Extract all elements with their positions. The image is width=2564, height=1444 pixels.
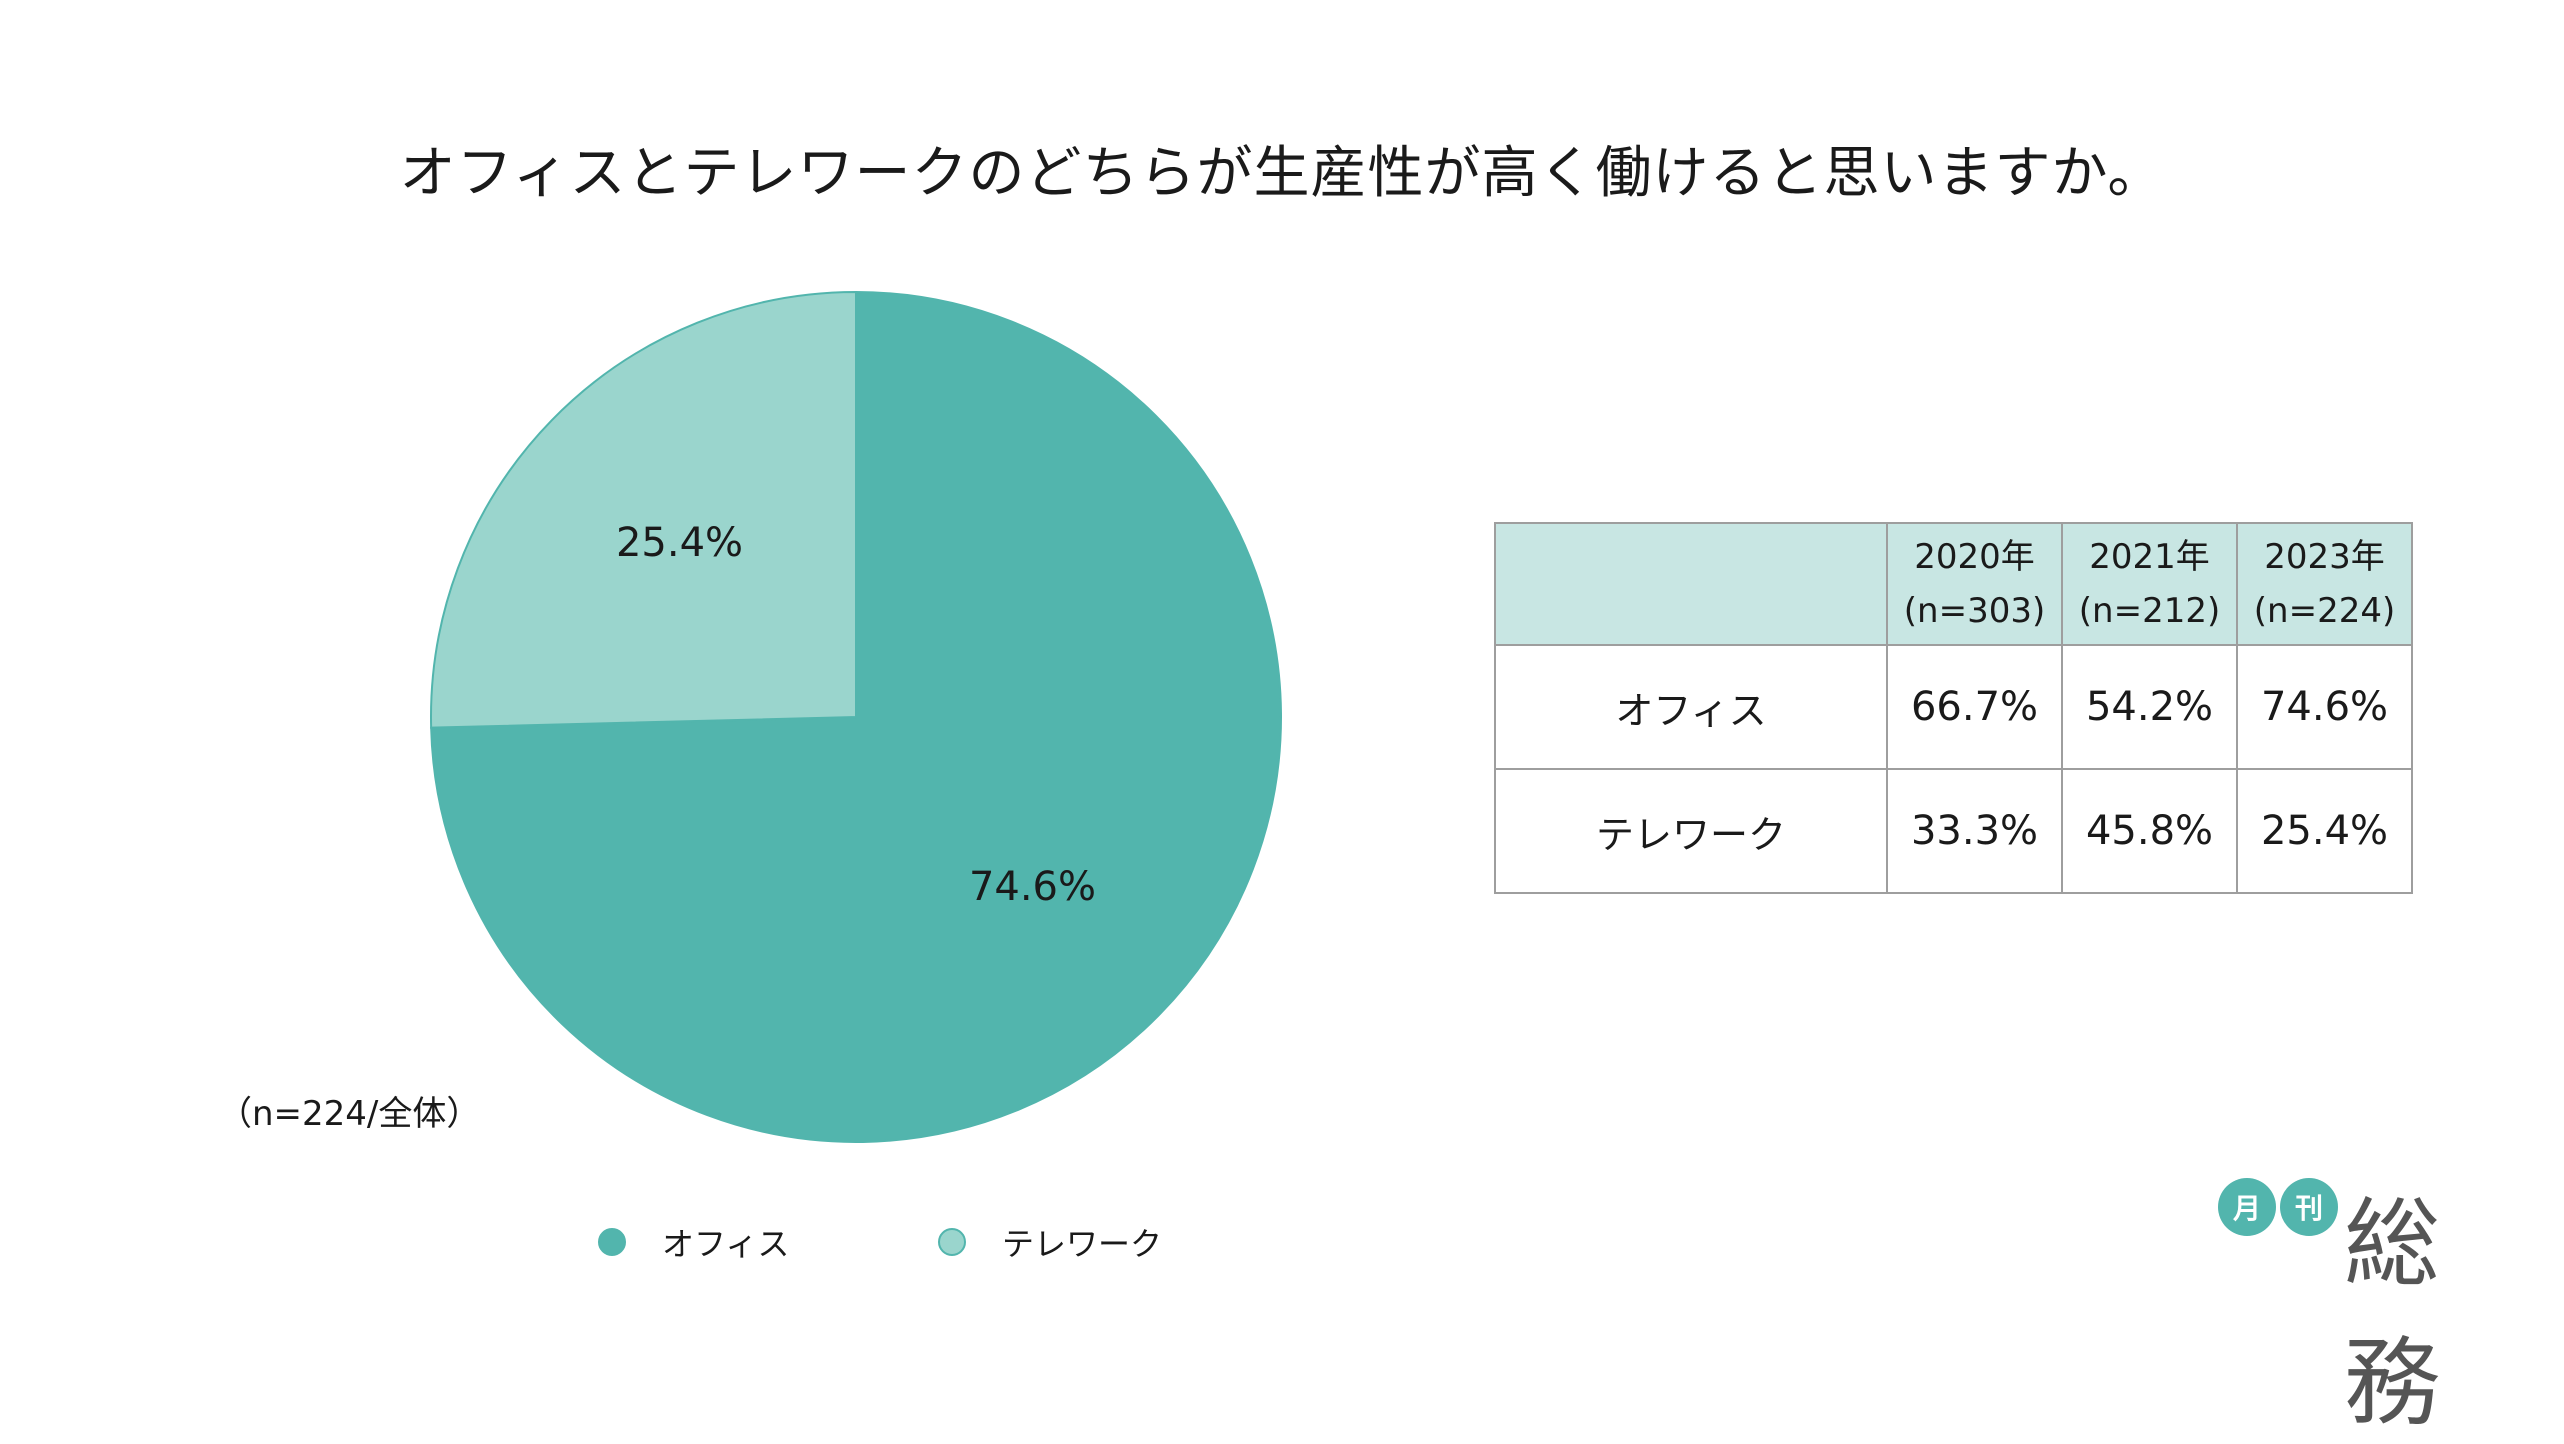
header-year: 2023年 <box>2264 537 2385 577</box>
legend-label-office: オフィス <box>662 1225 790 1263</box>
logo-text-soumu: 総務 <box>2344 1188 2442 1439</box>
header-n: (n=212) <box>2078 591 2221 631</box>
sample-size-note: （n=224/全体） <box>218 1094 481 1134</box>
table-row-office: オフィス 66.7% 54.2% 74.6% <box>1494 644 2413 770</box>
row-label-telework: テレワーク <box>1494 768 1888 894</box>
logo-badge-kan: 刊 <box>2280 1178 2338 1236</box>
chart-title: オフィスとテレワークのどちらが生産性が高く働けると思いますか。 <box>399 141 2165 206</box>
gekkan-soumu-logo: 月 刊 総務 <box>2218 1172 2508 1439</box>
table-header-2021: 2021年 (n=212) <box>2061 522 2238 646</box>
table-header-row: 2020年 (n=303) 2021年 (n=212) 2023年 (n=224… <box>1494 522 2413 646</box>
table-header-2023: 2023年 (n=224) <box>2236 522 2413 646</box>
pie-chart: 74.6% 25.4% <box>430 290 1282 1143</box>
header-year: 2021年 <box>2089 537 2210 577</box>
cell-telework-2023: 25.4% <box>2236 768 2413 894</box>
pie-slice-telework <box>430 290 857 729</box>
legend-label-telework: テレワーク <box>1002 1225 1163 1263</box>
header-year: 2020年 <box>1914 537 2035 577</box>
legend-swatch-telework <box>938 1228 966 1256</box>
row-label-office: オフィス <box>1494 644 1888 770</box>
legend-swatch-office <box>598 1228 626 1256</box>
cell-office-2021: 54.2% <box>2061 644 2238 770</box>
cell-telework-2021: 45.8% <box>2061 768 2238 894</box>
pie-label-telework: 25.4% <box>616 520 743 566</box>
yearly-comparison-table: 2020年 (n=303) 2021年 (n=212) 2023年 (n=224… <box>1494 522 2413 894</box>
cell-office-2023: 74.6% <box>2236 644 2413 770</box>
header-n: (n=224) <box>2253 591 2396 631</box>
pie-label-office: 74.6% <box>969 864 1096 910</box>
legend-item-office: オフィス <box>598 1220 789 1264</box>
logo-badge-tsuki: 月 <box>2218 1178 2276 1236</box>
cell-telework-2020: 33.3% <box>1886 768 2063 894</box>
table-row-telework: テレワーク 33.3% 45.8% 25.4% <box>1494 768 2413 894</box>
cell-office-2020: 66.7% <box>1886 644 2063 770</box>
legend-item-telework: テレワーク <box>938 1220 1162 1264</box>
chart-legend: オフィス テレワーク <box>0 1220 1400 1264</box>
table-header-2020: 2020年 (n=303) <box>1886 522 2063 646</box>
table-corner-cell <box>1494 522 1888 646</box>
header-n: (n=303) <box>1903 591 2046 631</box>
